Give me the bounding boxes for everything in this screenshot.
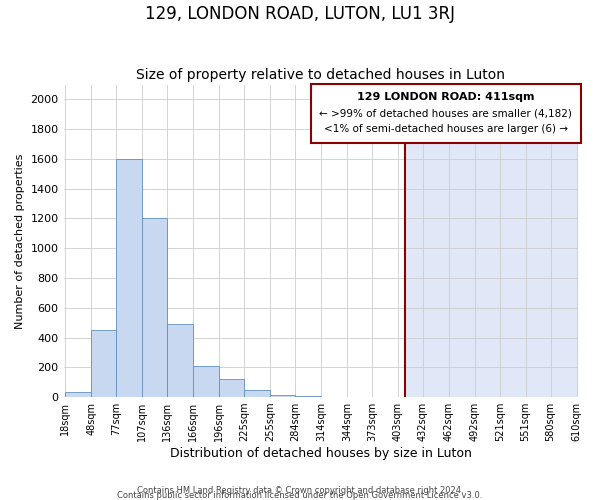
Text: Contains HM Land Registry data © Crown copyright and database right 2024.: Contains HM Land Registry data © Crown c… <box>137 486 463 495</box>
Text: 129 LONDON ROAD: 411sqm: 129 LONDON ROAD: 411sqm <box>357 92 535 102</box>
Bar <box>193 366 219 397</box>
X-axis label: Distribution of detached houses by size in Luton: Distribution of detached houses by size … <box>170 447 472 460</box>
Text: Contains public sector information licensed under the Open Government Licence v3: Contains public sector information licen… <box>118 491 482 500</box>
Y-axis label: Number of detached properties: Number of detached properties <box>15 153 25 328</box>
Bar <box>142 218 167 397</box>
Bar <box>219 379 244 397</box>
FancyBboxPatch shape <box>311 84 581 142</box>
Text: ← >99% of detached houses are smaller (4,182): ← >99% of detached houses are smaller (4… <box>319 108 572 118</box>
Bar <box>295 396 321 397</box>
Bar <box>405 84 578 397</box>
Bar <box>65 392 91 397</box>
Bar <box>91 330 116 397</box>
Text: <1% of semi-detached houses are larger (6) →: <1% of semi-detached houses are larger (… <box>324 124 568 134</box>
Bar <box>244 390 270 397</box>
Text: 129, LONDON ROAD, LUTON, LU1 3RJ: 129, LONDON ROAD, LUTON, LU1 3RJ <box>145 5 455 23</box>
Bar <box>270 395 295 397</box>
Bar <box>167 324 193 397</box>
Title: Size of property relative to detached houses in Luton: Size of property relative to detached ho… <box>136 68 505 82</box>
Bar <box>116 159 142 397</box>
